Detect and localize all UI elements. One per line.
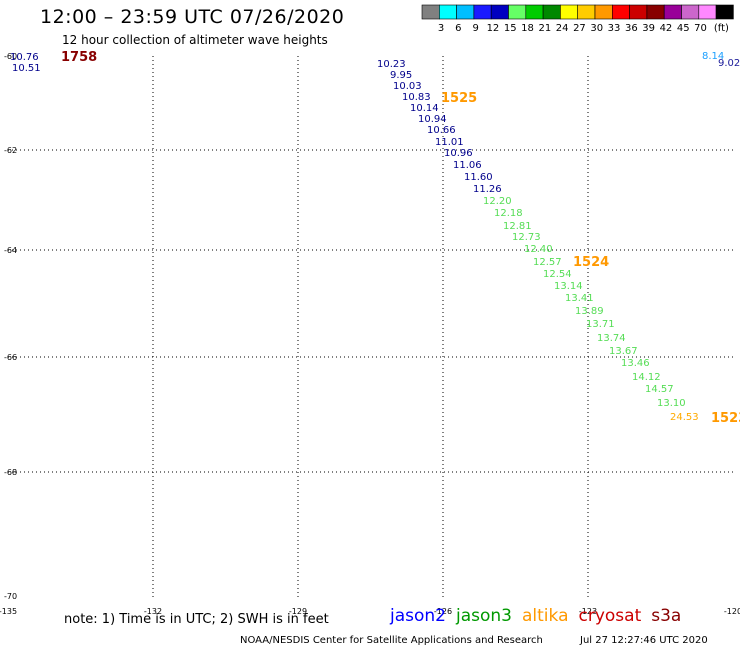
colorbar-tick-label: 42: [660, 23, 673, 34]
satellite-legend: jason2 jason3 altika cryosat s3a: [390, 606, 691, 626]
swh-value: 10.83: [402, 92, 431, 103]
legend-cryosat: cryosat: [578, 606, 642, 626]
swh-value: 12.57: [533, 257, 562, 268]
pass-time-label: 1525: [441, 91, 477, 106]
swh-value: 10.23: [377, 59, 406, 70]
swh-value: 13.74: [597, 333, 626, 344]
swh-value: 13.71: [586, 319, 615, 330]
colorbar-bin: [715, 4, 734, 20]
swh-value: 13.10: [657, 398, 686, 409]
swh-value: 10.66: [427, 125, 456, 136]
swh-value: 11.60: [464, 172, 493, 183]
colorbar-tick-label: 12: [487, 23, 500, 34]
longitude-label: -135: [0, 607, 17, 616]
colorbar-tick-label: 24: [556, 23, 569, 34]
longitude-label: -123: [579, 607, 597, 616]
swh-value: 10.96: [444, 148, 473, 159]
units-note: note: 1) Time is in UTC; 2) SWH is in fe…: [64, 612, 329, 627]
legend-altika: altika: [522, 606, 569, 626]
legend-jason3: jason3: [456, 606, 512, 626]
swh-value: 24.53: [670, 412, 699, 423]
swh-value: 13.67: [609, 346, 638, 357]
swh-value: 12.18: [494, 208, 523, 219]
colorbar-tick-label: 9: [472, 23, 478, 34]
swh-value: 13.46: [621, 358, 650, 369]
colorbar-tick-label: 6: [455, 23, 461, 34]
colorbar-tick-label: 18: [521, 23, 534, 34]
colorbar-tick-label: 45: [677, 23, 690, 34]
swh-value: 12.40: [524, 244, 553, 255]
map-subtitle: 12 hour collection of altimeter wave hei…: [62, 33, 328, 47]
latitude-label: -62: [4, 146, 17, 155]
swh-value: 10.03: [393, 81, 422, 92]
swh-value: 13.14: [554, 281, 583, 292]
latitude-label: -66: [4, 353, 17, 362]
legend-jason2: jason2: [390, 606, 446, 626]
legend-s3a: s3a: [651, 606, 682, 626]
colorbar-tick-label: 15: [504, 23, 517, 34]
axis-labels: -60 -62 -64 -66 -68 -70 -135 -132 -129 -126 -123 -1…: [0, 52, 740, 616]
latitude-label: -68: [4, 468, 17, 477]
graticule: [8, 56, 733, 600]
colorbar-tick-label: 36: [625, 23, 638, 34]
swh-value: 10.94: [418, 114, 447, 125]
colorbar: 3 6 9 12 15 18 21 24 27 30 33 36 39 42 45 70 (ft): [421, 4, 734, 34]
colorbar-tick-label: 39: [642, 23, 655, 34]
pass-time-labels: 1758 1525 1524 1523: [61, 50, 740, 426]
swh-value: 12.20: [483, 196, 512, 207]
longitude-label: -132: [144, 607, 162, 616]
swh-value: 12.73: [512, 232, 541, 243]
swh-value: 10.14: [410, 103, 439, 114]
generated-timestamp: Jul 27 12:27:46 UTC 2020: [580, 635, 708, 646]
swh-value: 10.51: [12, 63, 41, 74]
pass-time-label: 1523: [711, 411, 740, 426]
latitude-label: -64: [4, 246, 17, 255]
colorbar-tick-label: 21: [538, 23, 551, 34]
map-title: 12:00 – 23:59 UTC 07/26/2020: [40, 6, 345, 28]
swh-value: 10.76: [10, 52, 39, 63]
pass-time-label: 1524: [573, 255, 609, 270]
colorbar-tick-label: 27: [573, 23, 586, 34]
longitude-label: -129: [289, 607, 307, 616]
swh-value: 9.95: [390, 70, 412, 81]
swh-value: 11.26: [473, 184, 502, 195]
swh-value: 13.41: [565, 293, 594, 304]
latitude-label: -60: [4, 52, 17, 61]
swh-value: 9.02: [718, 58, 740, 69]
swh-value: 11.06: [453, 160, 482, 171]
swh-value: 8.14: [702, 51, 724, 62]
swh-value: 11.01: [435, 137, 464, 148]
colorbar-tick-label: 33: [608, 23, 621, 34]
longitude-label: -126: [434, 607, 452, 616]
colorbar-tick-label: 70: [694, 23, 707, 34]
pass-time-label: 1758: [61, 50, 97, 65]
longitude-label: -120: [724, 607, 740, 616]
swh-value: 12.54: [543, 269, 572, 280]
swh-value: 13.89: [575, 306, 604, 317]
latitude-label: -70: [4, 592, 17, 601]
colorbar-tick-label: 30: [590, 23, 603, 34]
credit-text: NOAA/NESDIS Center for Satellite Applica…: [240, 635, 543, 646]
colorbar-tick-label: 3: [438, 23, 444, 34]
colorbar-unit: (ft): [714, 23, 729, 34]
swh-value: 14.57: [645, 384, 674, 395]
swh-value: 14.12: [632, 372, 661, 383]
swh-value: 12.81: [503, 221, 532, 232]
